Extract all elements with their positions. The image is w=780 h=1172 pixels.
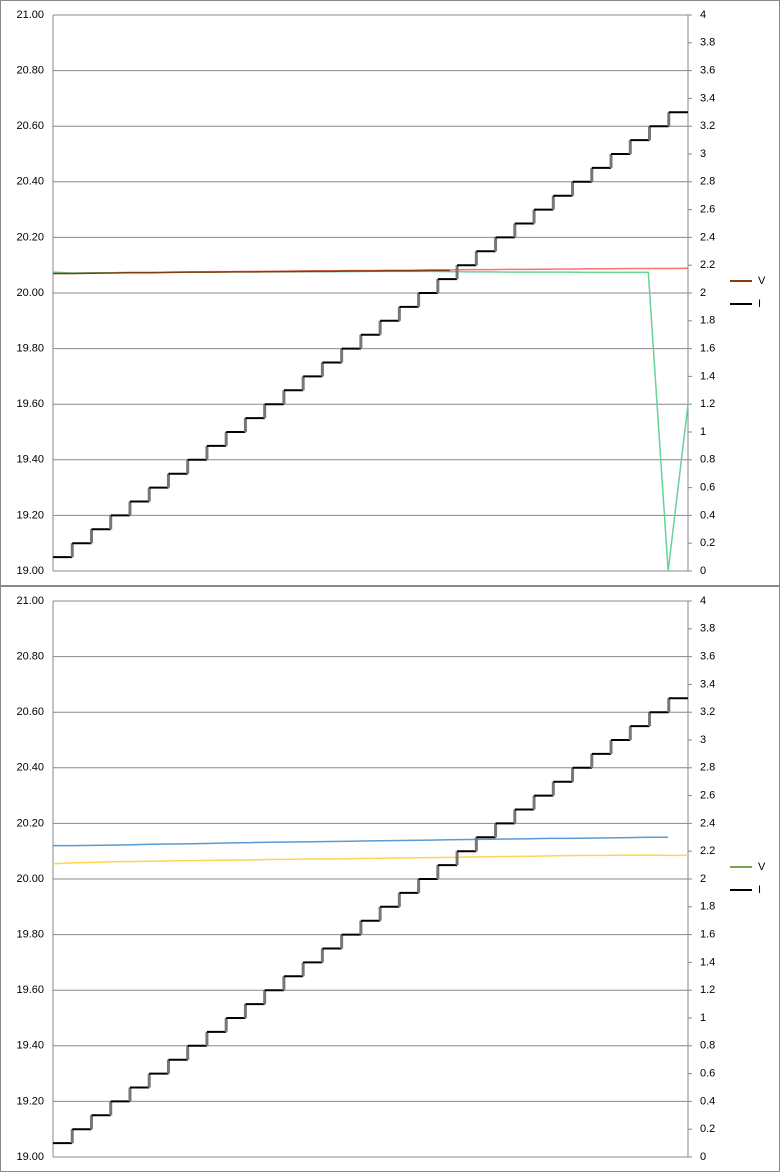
y-tick-label: 20.00: [16, 873, 44, 885]
y2-tick-label: 1: [700, 1012, 706, 1024]
legend-label: V: [758, 861, 766, 873]
legend-label: I: [758, 298, 761, 310]
y2-tick-label: 3.6: [700, 651, 715, 663]
y-tick-label: 20.80: [16, 65, 44, 77]
y-tick-label: 19.60: [16, 984, 44, 996]
series-line: [53, 836, 669, 847]
y2-tick-label: 1.6: [700, 929, 715, 941]
y2-tick-label: 2: [700, 873, 706, 885]
y2-tick-label: 2.8: [700, 762, 715, 774]
y-tick-label: 19.20: [16, 509, 44, 521]
y2-tick-label: 3.4: [700, 92, 715, 104]
legend-label: I: [758, 884, 761, 896]
y2-tick-label: 0.6: [700, 1068, 715, 1080]
y2-tick-label: 3.2: [700, 120, 715, 132]
y2-tick-label: 2.2: [700, 259, 715, 271]
y2-tick-label: 3: [700, 734, 706, 746]
series-line: [53, 269, 450, 275]
y2-tick-label: 2: [700, 287, 706, 299]
series-line: [52, 854, 688, 865]
y2-tick-label: 4: [700, 595, 706, 607]
y-tick-label: 20.40: [16, 176, 44, 188]
y2-tick-label: 0.4: [700, 509, 715, 521]
y2-tick-label: 3.4: [700, 678, 715, 690]
y2-tick-label: 1.8: [700, 315, 715, 327]
y2-tick-label: 0.4: [700, 1095, 715, 1107]
y2-tick-label: 3.6: [700, 65, 715, 77]
y2-tick-label: 2.2: [700, 845, 715, 857]
y-tick-label: 20.00: [16, 287, 44, 299]
y-tick-label: 20.80: [16, 651, 44, 663]
y2-tick-label: 2.8: [700, 176, 715, 188]
y-tick-label: 20.20: [16, 231, 44, 243]
y2-tick-label: 4: [700, 9, 706, 21]
y2-tick-label: 1.2: [700, 398, 715, 410]
y2-tick-label: 3: [700, 148, 706, 160]
legend-label: V: [758, 275, 766, 287]
y-tick-label: 19.40: [16, 454, 44, 466]
y2-tick-label: 0.8: [700, 454, 715, 466]
y2-tick-label: 0: [700, 565, 706, 577]
y-tick-label: 19.00: [16, 1151, 44, 1163]
y2-tick-label: 1.4: [700, 956, 715, 968]
y2-tick-label: 2.4: [700, 231, 715, 243]
y2-tick-label: 1.8: [700, 901, 715, 913]
y-tick-label: 19.40: [16, 1040, 44, 1052]
y-tick-label: 20.60: [16, 120, 44, 132]
y2-tick-label: 3.2: [700, 706, 715, 718]
y2-tick-label: 3.8: [700, 623, 715, 635]
y2-tick-label: 0: [700, 1151, 706, 1163]
y2-tick-label: 2.6: [700, 204, 715, 216]
y2-tick-label: 0.6: [700, 482, 715, 494]
y2-tick-label: 0.2: [700, 537, 715, 549]
y2-tick-label: 1.4: [700, 370, 715, 382]
y2-tick-label: 1: [700, 426, 706, 438]
y2-tick-label: 0.2: [700, 1123, 715, 1135]
y-tick-label: 21.00: [16, 595, 44, 607]
y-tick-label: 20.20: [16, 817, 44, 829]
y-tick-label: 20.40: [16, 762, 44, 774]
y2-tick-label: 3.8: [700, 37, 715, 49]
y-tick-label: 19.80: [16, 343, 44, 355]
y-tick-label: 19.60: [16, 398, 44, 410]
y2-tick-label: 0.8: [700, 1040, 715, 1052]
y2-tick-label: 1.2: [700, 984, 715, 996]
y-tick-label: 19.00: [16, 565, 44, 577]
y2-tick-label: 1.6: [700, 343, 715, 355]
y-tick-label: 19.80: [16, 929, 44, 941]
y-tick-label: 21.00: [16, 9, 44, 21]
y2-tick-label: 2.4: [700, 817, 715, 829]
y-tick-label: 20.60: [16, 706, 44, 718]
y2-tick-label: 2.6: [700, 790, 715, 802]
y-tick-label: 19.20: [16, 1095, 44, 1107]
